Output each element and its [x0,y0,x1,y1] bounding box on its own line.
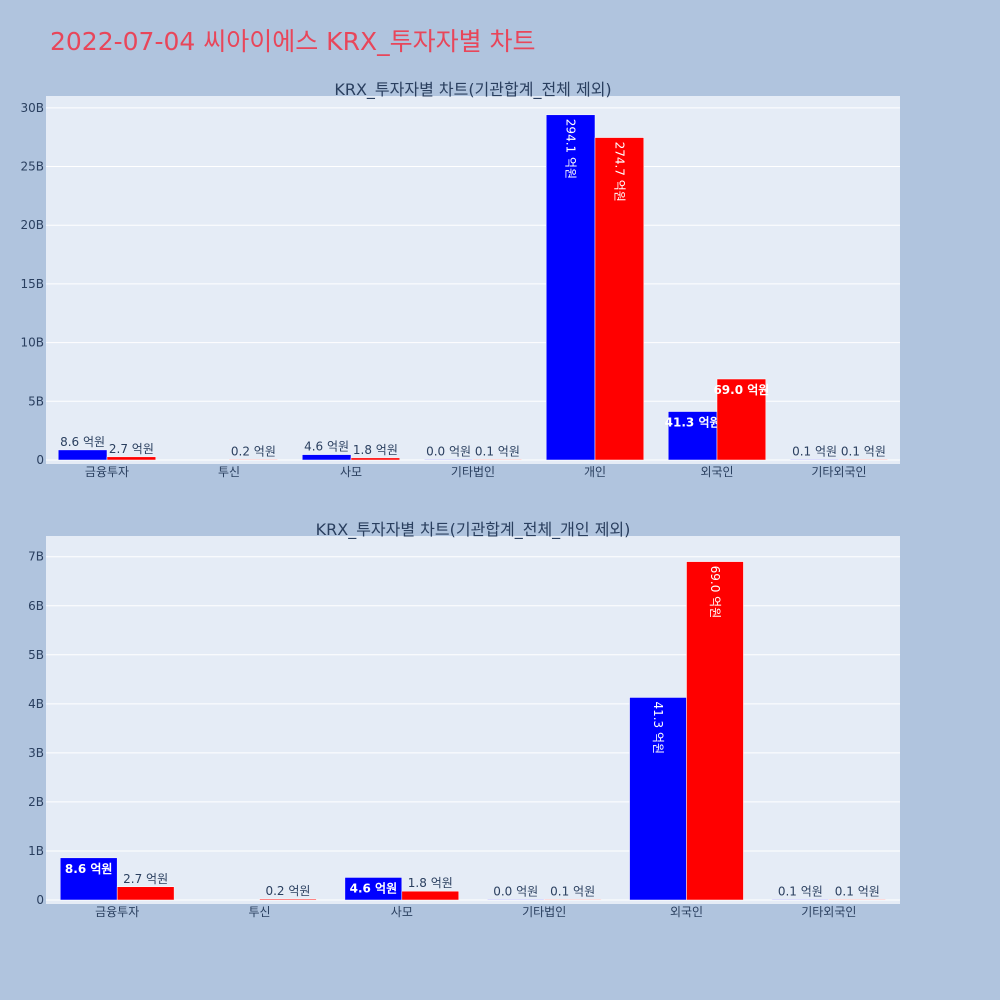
x-tick-label: 기타법인 [451,465,495,479]
bar [629,697,687,901]
bar [228,459,279,461]
bar [828,899,887,901]
bar [259,898,317,901]
data-label: 0.0 억원 [493,884,538,898]
bar [344,877,403,901]
data-label: 4.6 억원 [304,440,349,454]
bar [594,137,645,461]
bar [545,114,596,461]
bar [106,456,157,461]
x-tick-label: 사모 [391,905,413,919]
y-tick-label: 10B [20,336,44,350]
data-label: 1.8 억원 [353,443,398,457]
chart-1-title: KRX_투자자별 차트(기관합계_전체 제외) [334,80,611,100]
plot-background [46,96,900,464]
x-tick-label: 기타외국인 [801,905,856,919]
y-tick-label: 2B [28,795,44,809]
data-label: 1.8 억원 [408,876,453,890]
bar [789,459,840,461]
bar [543,899,602,901]
bar [667,411,718,461]
chart-2: KRX_투자자별 차트(기관합계_전체_개인 제외) 0 1B 2B 3B 4B 5B 6B… [28,520,900,919]
x-tick-label: 투신 [218,465,240,479]
data-label: 294.1 억원 [564,119,578,179]
y-tick-label: 5B [28,394,44,408]
data-label: 8.6 억원 [65,862,113,876]
chart-1: KRX_투자자별 차트(기관합계_전체 제외) 0 5B 10B 15B 20B 25B 3… [20,80,900,479]
data-label: 0.2 억원 [231,444,276,458]
data-label: 41.3 억원 [651,701,665,754]
data-label: 0.0 억원 [426,444,471,458]
page-title: 2022-07-04 씨아이에스 KRX_투자자별 차트 [50,27,536,56]
data-label: 0.2 억원 [265,884,310,898]
y-tick-label: 30B [20,101,44,115]
x-tick-label: 금융투자 [85,465,129,479]
bar [59,857,118,901]
y-tick-label: 15B [20,277,44,291]
y-tick-label: 0 [36,893,44,907]
data-label: 4.6 억원 [350,881,398,895]
x-tick-label: 외국인 [670,905,703,919]
data-label: 2.7 억원 [109,442,154,456]
x-tick-label: 금융투자 [95,905,139,919]
bar [686,561,744,901]
y-tick-label: 3B [28,746,44,760]
bar [350,457,401,461]
bar [301,454,352,461]
x-tick-label: 기타법인 [522,905,566,919]
bar [423,459,474,461]
y-tick-label: 1B [28,844,44,858]
data-label: 0.1 억원 [778,884,823,898]
bar [716,378,767,461]
data-label: 0.1 억원 [841,444,886,458]
data-label: 0.1 억원 [792,444,837,458]
y-tick-label: 25B [20,160,44,174]
y-tick-label: 20B [20,218,44,232]
bar [838,459,889,461]
data-label: 69.0 억원 [713,383,769,397]
data-label: 41.3 억원 [665,416,721,430]
x-tick-label: 투신 [248,905,270,919]
data-label: 274.7 억원 [612,142,626,202]
data-label: 0.1 억원 [475,444,520,458]
bar [771,899,830,901]
bar [116,886,175,901]
chart-2-title: KRX_투자자별 차트(기관합계_전체_개인 제외) [316,520,631,540]
x-tick-label: 개인 [584,465,606,479]
x-tick-label: 기타외국인 [811,465,866,479]
y-tick-label: 6B [28,599,44,613]
bar [401,890,460,901]
bar [472,459,523,461]
x-tick-label: 사모 [340,465,362,479]
data-label: 8.6 억원 [60,435,105,449]
x-tick-label: 외국인 [700,465,733,479]
data-label: 0.1 억원 [550,884,595,898]
data-label: 0.1 억원 [835,884,880,898]
data-label: 69.0 억원 [708,566,722,619]
bar [57,449,108,461]
y-tick-label: 0 [36,453,44,467]
y-tick-label: 4B [28,697,44,711]
y-tick-label: 5B [28,648,44,662]
data-label: 2.7 억원 [123,872,168,886]
plot-background [46,536,900,904]
y-tick-label: 7B [28,550,44,564]
bar [486,899,545,901]
